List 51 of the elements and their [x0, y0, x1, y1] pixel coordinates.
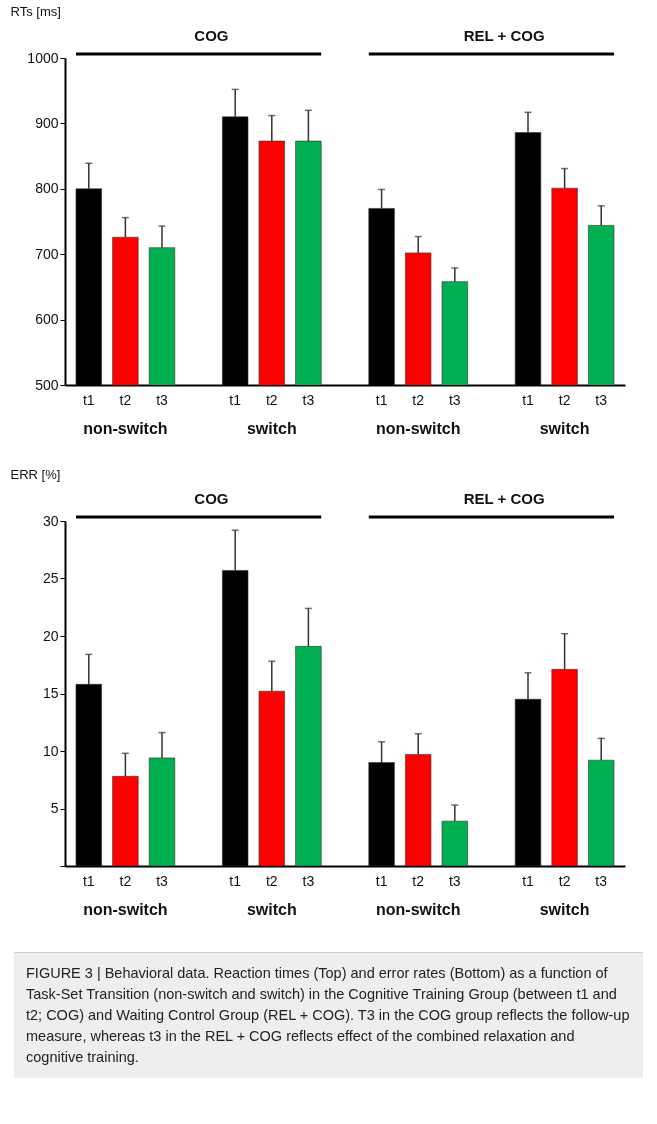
x-tick-label: t2	[119, 872, 132, 889]
y-axis-title: ERR [%]	[10, 466, 61, 482]
x-tick-label: t1	[82, 391, 95, 408]
x-tick-label: t3	[448, 872, 461, 889]
text: non-switch	[83, 420, 168, 437]
text: switch	[246, 420, 297, 437]
x-tick-label: t2	[412, 391, 425, 408]
x-tick-label: t2	[558, 872, 571, 889]
x-tick-label: t2	[558, 391, 571, 408]
text: switch	[539, 420, 590, 437]
x-tick-label: t3	[156, 872, 169, 889]
text: REL + COG	[463, 27, 545, 44]
x-tick-label: t1	[229, 872, 242, 889]
x-tick-label: t2	[412, 872, 425, 889]
y-tick-label: 900	[35, 114, 59, 131]
x-tick-label: t2	[119, 391, 132, 408]
text: switch	[246, 901, 297, 918]
y-tick-label: 800	[35, 180, 59, 197]
x-tick-label: t1	[522, 872, 535, 889]
x-tick-label: t3	[595, 872, 608, 889]
text: COG	[194, 27, 229, 44]
y-tick-label: 30	[42, 512, 59, 529]
text: non-switch	[83, 901, 168, 918]
x-tick-label: t3	[156, 391, 169, 408]
x-tick-label: t3	[595, 391, 608, 408]
x-tick-label: t1	[375, 391, 388, 408]
text: non-switch	[375, 901, 461, 918]
x-tick-label: t1	[82, 872, 95, 889]
text: non-switch	[375, 420, 461, 437]
y-tick-label: 600	[35, 311, 59, 328]
x-tick-label: t3	[302, 391, 315, 408]
y-tick-label: 10	[42, 742, 59, 759]
y-tick-label: 1000	[27, 49, 59, 66]
y-tick-label: 500	[35, 376, 59, 393]
text: switch	[539, 901, 590, 918]
caption: FIGURE 3 | Behavioral data. Reaction times (Top) and error rates (Bottom) as a function of Task-Set Transition (non-switch and switch) in the Cognitive Training Group (between t1 and t2; COG) and Waiting Control Group (REL + COG). T3 in the COG group reflects the follow-up measure, whereas t3 in the REL + COG reflects effect of the combined relaxation and cognitive training.	[14, 952, 643, 1079]
y-tick-label: 15	[42, 685, 59, 701]
x-tick-label: t2	[265, 391, 278, 408]
text: COG	[194, 490, 229, 507]
y-tick-label: 25	[42, 570, 59, 586]
x-tick-label: t1	[522, 391, 535, 408]
x-tick-label: t1	[229, 391, 242, 408]
x-tick-label: t1	[375, 872, 388, 889]
x-tick-label: t3	[302, 872, 315, 889]
text: REL + COG	[463, 490, 545, 507]
y-tick-label: 700	[35, 245, 59, 262]
y-tick-label: 5	[50, 800, 59, 816]
y-axis-title: RTs [ms]	[10, 3, 61, 19]
x-tick-label: t3	[448, 391, 461, 408]
y-tick-label: 20	[42, 627, 59, 644]
x-tick-label: t2	[265, 872, 278, 889]
